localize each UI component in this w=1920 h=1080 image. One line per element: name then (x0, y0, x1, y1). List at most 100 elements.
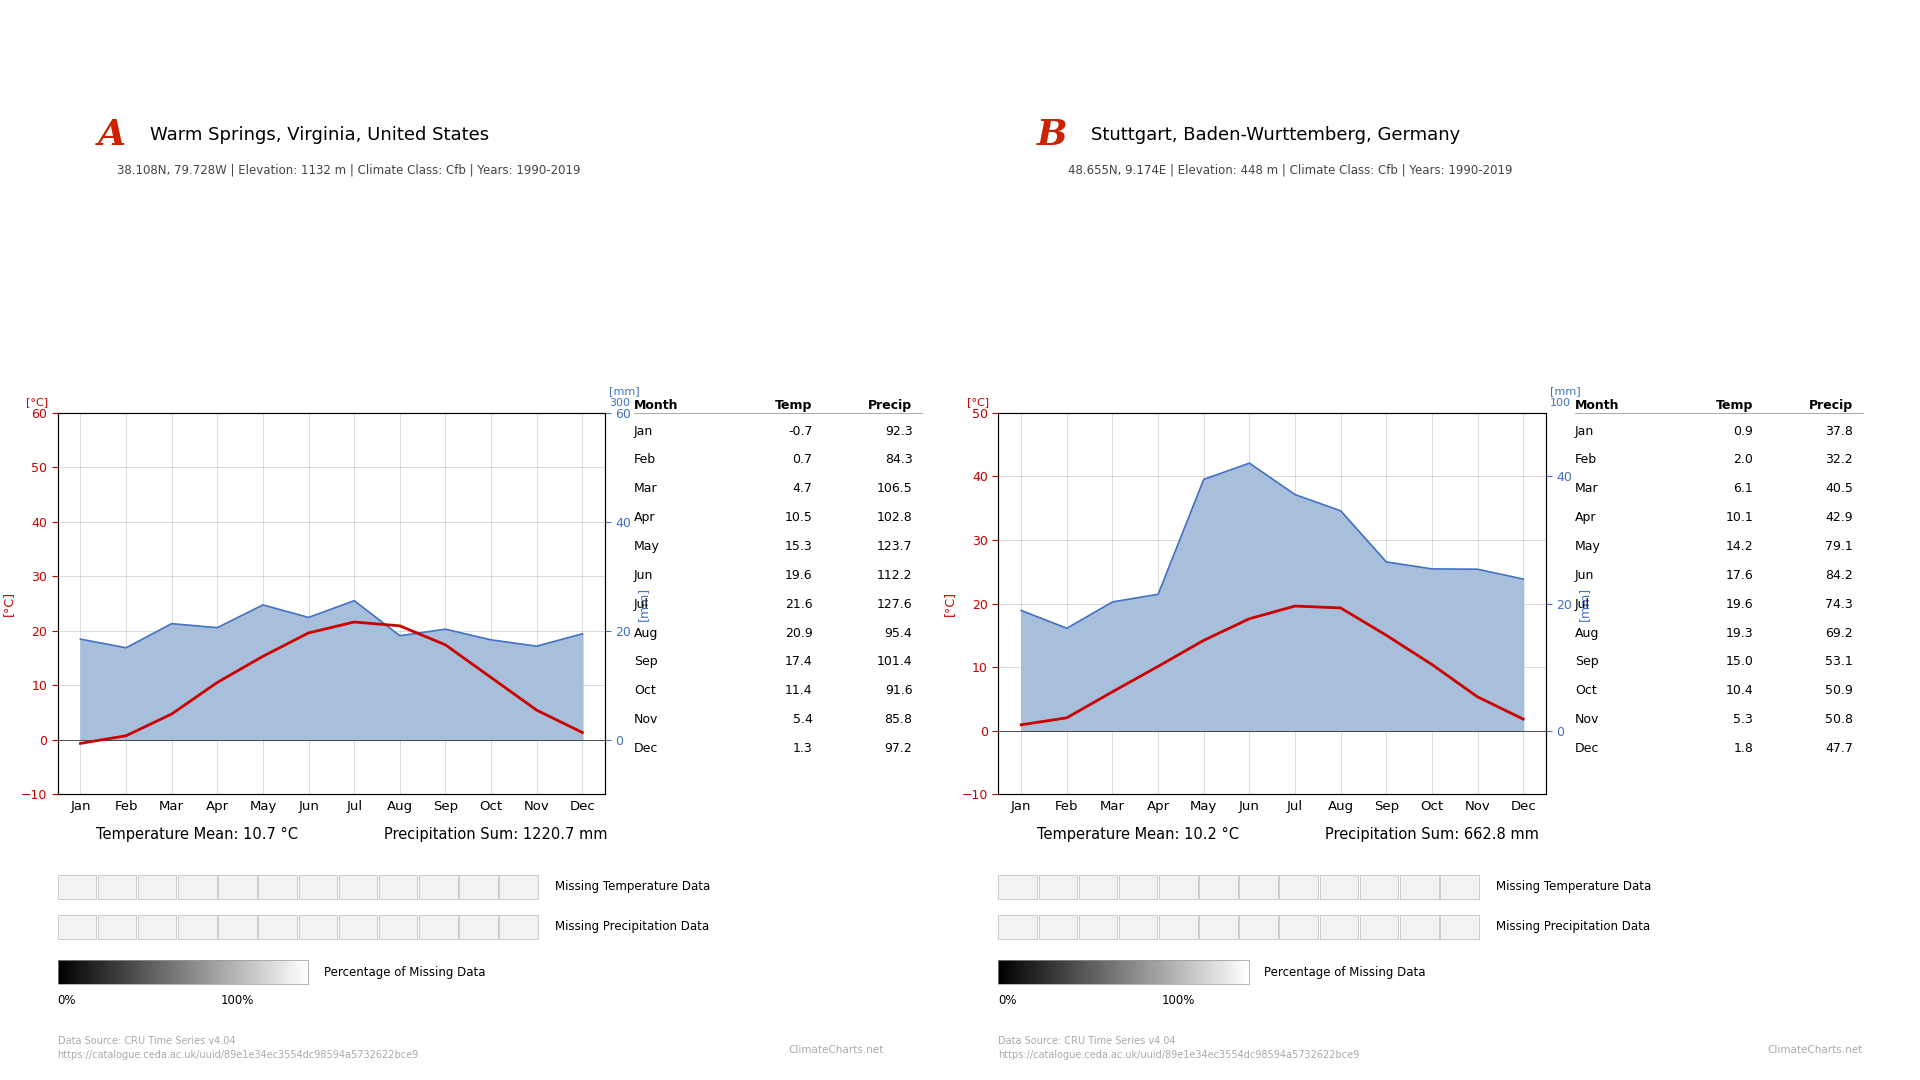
Text: 11.4: 11.4 (785, 685, 812, 698)
Text: Apr: Apr (1574, 511, 1596, 524)
Text: ClimateCharts.net: ClimateCharts.net (787, 1045, 883, 1055)
Text: 37.8: 37.8 (1826, 424, 1853, 437)
Text: Nov: Nov (634, 713, 659, 726)
Text: [mm]
300: [mm] 300 (609, 386, 639, 407)
Text: Month: Month (634, 399, 678, 411)
Text: 10.4: 10.4 (1726, 685, 1753, 698)
Text: 19.6: 19.6 (1726, 597, 1753, 610)
Text: 84.2: 84.2 (1826, 569, 1853, 582)
Text: Temp: Temp (776, 399, 812, 411)
Text: 10.1: 10.1 (1726, 511, 1753, 524)
Text: Precip: Precip (1809, 399, 1853, 411)
Text: 1.3: 1.3 (793, 742, 812, 755)
Text: 14.2: 14.2 (1726, 540, 1753, 553)
Text: Sep: Sep (1574, 656, 1599, 669)
Text: [mm]
100: [mm] 100 (1549, 386, 1580, 407)
Text: Dec: Dec (634, 742, 659, 755)
Text: Stuttgart, Baden-Wurttemberg, Germany: Stuttgart, Baden-Wurttemberg, Germany (1091, 126, 1459, 144)
Text: 20.9: 20.9 (785, 626, 812, 639)
Text: Dec: Dec (1574, 742, 1599, 755)
Text: Oct: Oct (1574, 685, 1597, 698)
Text: Apr: Apr (634, 511, 655, 524)
Y-axis label: [mm]: [mm] (1578, 586, 1592, 621)
Text: Missing Precipitation Data: Missing Precipitation Data (555, 920, 708, 933)
Text: 69.2: 69.2 (1826, 626, 1853, 639)
Text: 38.108N, 79.728W | Elevation: 1132 m | Climate Class: Cfb | Years: 1990-2019: 38.108N, 79.728W | Elevation: 1132 m | C… (117, 163, 582, 176)
Text: 112.2: 112.2 (877, 569, 912, 582)
Text: Month: Month (1574, 399, 1619, 411)
Text: Feb: Feb (634, 454, 657, 467)
Text: Feb: Feb (1574, 454, 1597, 467)
Text: 32.2: 32.2 (1826, 454, 1853, 467)
Text: 19.3: 19.3 (1726, 626, 1753, 639)
Text: [°C]: [°C] (966, 397, 989, 407)
Text: 84.3: 84.3 (885, 454, 912, 467)
Y-axis label: [mm]: [mm] (637, 586, 651, 621)
Text: ClimateCharts.net: ClimateCharts.net (1766, 1045, 1862, 1055)
Text: 100%: 100% (221, 994, 253, 1007)
Text: 48.655N, 9.174E | Elevation: 448 m | Climate Class: Cfb | Years: 1990-2019: 48.655N, 9.174E | Elevation: 448 m | Cli… (1068, 163, 1513, 176)
Text: Mar: Mar (1574, 483, 1599, 496)
Text: Temperature Mean: 10.2 °C: Temperature Mean: 10.2 °C (1037, 827, 1238, 842)
Text: 85.8: 85.8 (885, 713, 912, 726)
Text: Jan: Jan (1574, 424, 1594, 437)
Text: -0.7: -0.7 (787, 424, 812, 437)
Text: 15.3: 15.3 (785, 540, 812, 553)
Text: 0%: 0% (998, 994, 1018, 1007)
Text: 50.9: 50.9 (1826, 685, 1853, 698)
Text: 10.5: 10.5 (785, 511, 812, 524)
Text: Data Source: CRU Time Series v4.04: Data Source: CRU Time Series v4.04 (998, 1037, 1175, 1047)
Text: 5.4: 5.4 (793, 713, 812, 726)
Text: Warm Springs, Virginia, United States: Warm Springs, Virginia, United States (150, 126, 490, 144)
Text: 40.5: 40.5 (1826, 483, 1853, 496)
Text: 5.3: 5.3 (1734, 713, 1753, 726)
Text: 95.4: 95.4 (885, 626, 912, 639)
Text: 101.4: 101.4 (877, 656, 912, 669)
Text: 4.7: 4.7 (793, 483, 812, 496)
Text: 97.2: 97.2 (885, 742, 912, 755)
Text: 74.3: 74.3 (1826, 597, 1853, 610)
Text: 92.3: 92.3 (885, 424, 912, 437)
Text: 42.9: 42.9 (1826, 511, 1853, 524)
Text: 19.6: 19.6 (785, 569, 812, 582)
Text: Jul: Jul (634, 597, 649, 610)
Text: 15.0: 15.0 (1726, 656, 1753, 669)
Text: 106.5: 106.5 (877, 483, 912, 496)
Text: 0.9: 0.9 (1734, 424, 1753, 437)
Text: B: B (1037, 118, 1068, 152)
Text: Jun: Jun (1574, 569, 1594, 582)
Text: Data Source: CRU Time Series v4.04: Data Source: CRU Time Series v4.04 (58, 1037, 234, 1047)
Text: Aug: Aug (634, 626, 659, 639)
Text: Missing Temperature Data: Missing Temperature Data (555, 880, 710, 893)
Text: [°C]: [°C] (25, 397, 48, 407)
Text: 1.8: 1.8 (1734, 742, 1753, 755)
Text: 102.8: 102.8 (877, 511, 912, 524)
Text: May: May (1574, 540, 1601, 553)
Text: Oct: Oct (634, 685, 657, 698)
Text: Sep: Sep (634, 656, 659, 669)
Text: 79.1: 79.1 (1826, 540, 1853, 553)
Text: Temperature Mean: 10.7 °C: Temperature Mean: 10.7 °C (96, 827, 298, 842)
Text: Precipitation Sum: 1220.7 mm: Precipitation Sum: 1220.7 mm (384, 827, 607, 842)
Text: 0%: 0% (58, 994, 77, 1007)
Text: 0.7: 0.7 (793, 454, 812, 467)
Text: 100%: 100% (1162, 994, 1194, 1007)
Text: A: A (98, 118, 125, 152)
Text: Temp: Temp (1716, 399, 1753, 411)
Text: 2.0: 2.0 (1734, 454, 1753, 467)
Text: Precip: Precip (868, 399, 912, 411)
Text: Percentage of Missing Data: Percentage of Missing Data (324, 966, 486, 978)
Y-axis label: [°C]: [°C] (2, 591, 15, 616)
Text: 17.4: 17.4 (785, 656, 812, 669)
Text: Missing Precipitation Data: Missing Precipitation Data (1496, 920, 1649, 933)
Y-axis label: [°C]: [°C] (943, 591, 956, 616)
Text: https://catalogue.ceda.ac.uk/uuid/89e1e34ec3554dc98594a5732622bce9: https://catalogue.ceda.ac.uk/uuid/89e1e3… (58, 1051, 419, 1061)
Text: 91.6: 91.6 (885, 685, 912, 698)
Text: 123.7: 123.7 (877, 540, 912, 553)
Text: Jul: Jul (1574, 597, 1590, 610)
Text: Missing Temperature Data: Missing Temperature Data (1496, 880, 1651, 893)
Text: Mar: Mar (634, 483, 659, 496)
Text: 47.7: 47.7 (1826, 742, 1853, 755)
Text: 50.8: 50.8 (1826, 713, 1853, 726)
Text: 21.6: 21.6 (785, 597, 812, 610)
